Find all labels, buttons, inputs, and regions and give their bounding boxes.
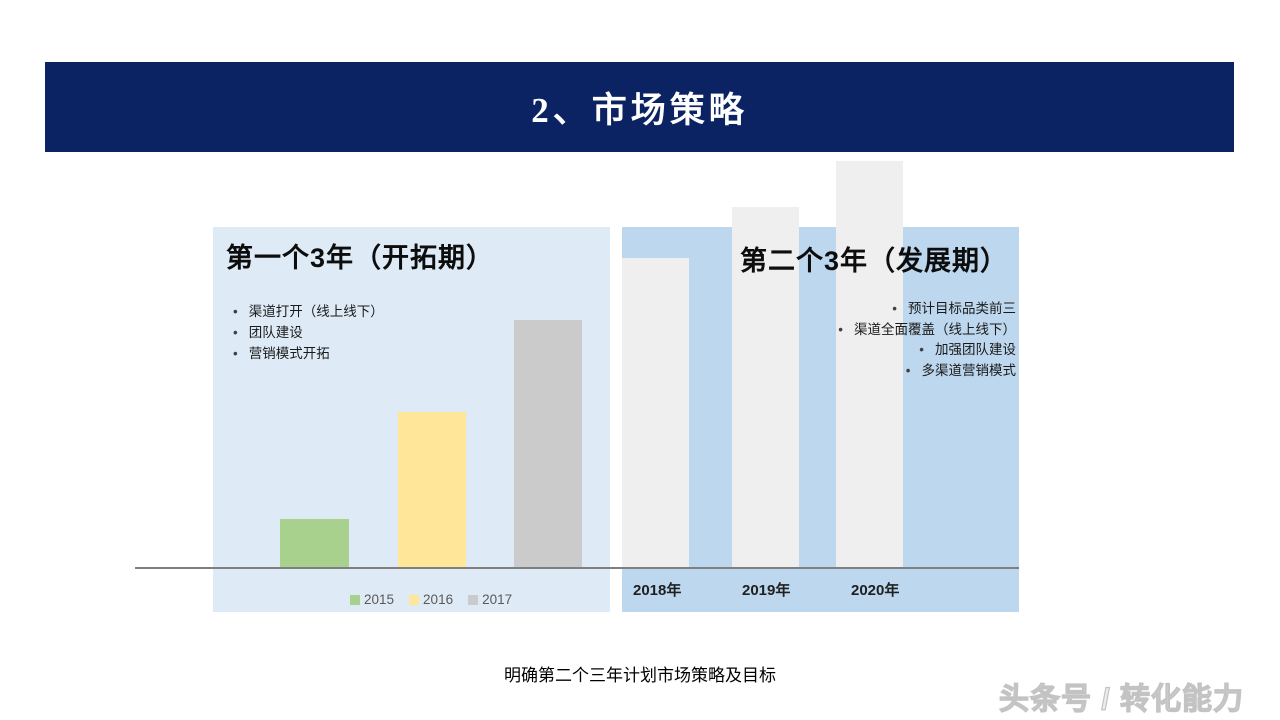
bullet-text: 渠道全面覆盖（线上线下） <box>854 321 1016 337</box>
slide-title: 2、市场策略 <box>531 90 748 130</box>
bullet-text: 多渠道营销模式 <box>921 362 1017 378</box>
bullet-item: 团队建设 <box>233 322 384 343</box>
bullet-text: 营销模式开拓 <box>248 346 330 361</box>
x-label-2019: 2019年 <box>742 582 791 599</box>
legend-swatch-2016 <box>409 594 420 605</box>
bar-2015 <box>280 519 349 567</box>
bullet-text: 渠道打开（线上线下） <box>248 304 384 319</box>
header-banner: 2、市场策略 <box>45 62 1234 152</box>
left-panel-bullet-list: 渠道打开（线上线下） 团队建设 营销模式开拓 <box>233 301 384 364</box>
watermark-text: 头条号 / 转化能力 <box>998 682 1244 716</box>
bar-2017 <box>514 320 582 567</box>
legend-label: 2017 <box>482 592 513 607</box>
legend-label: 2016 <box>423 592 454 607</box>
bullet-item: 渠道打开（线上线下） <box>233 301 384 322</box>
bullet-item: 多渠道营销模式 <box>622 361 1017 382</box>
bullet-item: 渠道全面覆盖（线上线下） <box>622 320 1016 341</box>
x-label-2020: 2020年 <box>851 582 900 599</box>
bar-2016 <box>398 412 466 567</box>
bar-2019 <box>732 207 799 567</box>
x-label-2018: 2018年 <box>633 582 682 599</box>
bullet-text: 加强团队建设 <box>935 342 1016 357</box>
right-panel-title: 第二个3年（发展期） <box>739 246 1008 276</box>
legend-item: 2017 <box>468 592 512 607</box>
legend-swatch-2017 <box>468 594 479 605</box>
bullet-item: 加强团队建设 <box>622 340 1016 361</box>
legend-item: 2016 <box>409 592 453 607</box>
bullet-item: 预计目标品类前三 <box>622 299 1016 320</box>
bullet-text: 预计目标品类前三 <box>908 301 1016 316</box>
right-panel-bullet-list: 预计目标品类前三 渠道全面覆盖（线上线下） 加强团队建设 多渠道营销模式 <box>622 299 1016 381</box>
chart-axis-line <box>135 567 1019 569</box>
slide-caption: 明确第二个三年计划市场策略及目标 <box>504 666 776 685</box>
bullet-item: 营销模式开拓 <box>233 343 384 364</box>
legend-label: 2015 <box>364 592 395 607</box>
legend-item: 2015 <box>350 592 394 607</box>
bullet-text: 团队建设 <box>248 325 303 340</box>
left-chart-legend: 2015 2016 2017 <box>350 592 512 607</box>
legend-swatch-2015 <box>350 594 360 605</box>
left-panel-title: 第一个3年（开拓期） <box>226 243 495 273</box>
